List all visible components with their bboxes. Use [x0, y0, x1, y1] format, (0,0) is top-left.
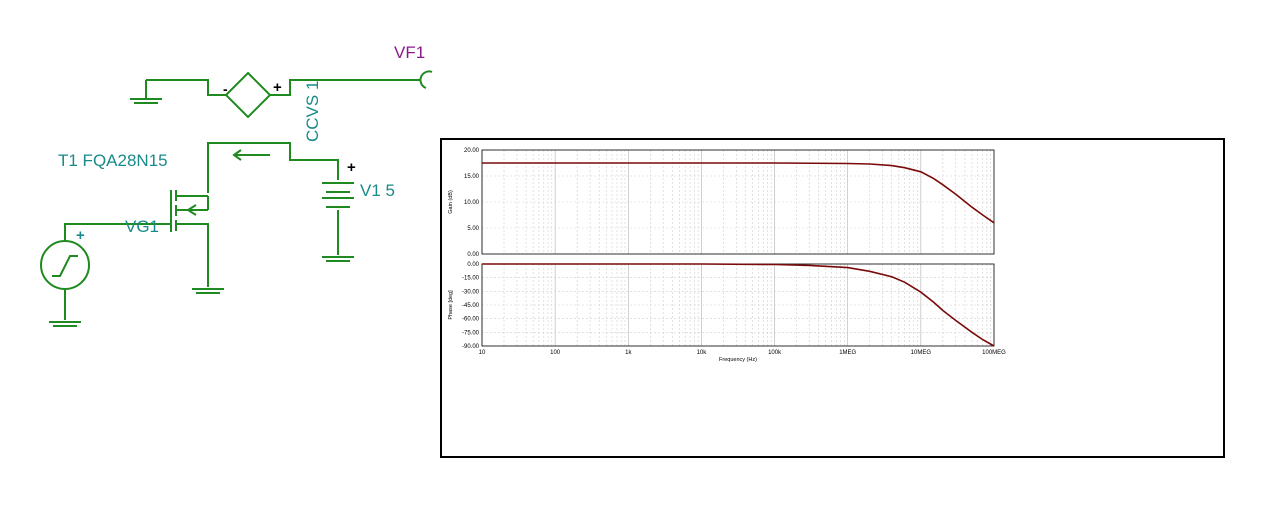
x-tick-label: 100k — [768, 350, 782, 356]
y-tick-label: -30.00 — [462, 289, 480, 295]
wire-ccvs-vf1 — [270, 79, 420, 96]
bode-plot-frame: 0.00 5.00 10.00 15.00 20.00 Gain (dB) 0.00 -15… — [440, 138, 1225, 458]
y-tick-label: 15.00 — [464, 174, 480, 180]
v1-battery — [322, 182, 354, 208]
mosfet-arrow — [186, 204, 197, 216]
x-tick-label: 10MEG — [911, 350, 932, 356]
vf1-probe — [419, 70, 433, 89]
x-axis-label: Frequency (Hz) — [719, 357, 757, 363]
x-tick-label: 100 — [550, 350, 561, 356]
y-tick-label: 0.00 — [467, 252, 479, 258]
x-tick-label: 1MEG — [839, 350, 856, 356]
gain-panel: 0.00 5.00 10.00 15.00 20.00 Gain (dB) — [448, 148, 995, 258]
x-tick-label: 10 — [479, 350, 486, 356]
circuit-schematic: VF1 CCVS 1 T1 FQA28N15 V1 5 VG1 + - + + — [40, 43, 433, 327]
y-tick-label: 10.00 — [464, 200, 480, 206]
ccvs-plus: + — [273, 79, 282, 96]
ccvs-diamond — [224, 71, 272, 119]
y-tick-label: -45.00 — [462, 303, 480, 309]
y-tick-label: -90.00 — [462, 344, 480, 350]
ground-v1 — [322, 256, 354, 262]
y-axis-label: Gain (dB) — [448, 190, 454, 214]
y-axis-label: Phase [deg] — [448, 290, 454, 320]
wire-gate — [64, 223, 171, 241]
x-tick-label: 10k — [697, 350, 708, 356]
wire-ccvs-ground — [146, 79, 226, 96]
mosfet-t1 — [170, 190, 209, 260]
y-tick-label: -60.00 — [462, 317, 480, 323]
y-tick-label: -15.00 — [462, 276, 480, 282]
v1-plus: + — [347, 159, 356, 176]
gain-series-line — [482, 162, 995, 224]
ccvs-minus: - — [223, 81, 228, 97]
ccvs-label: CCVS 1 — [303, 81, 322, 142]
plot-area — [481, 149, 995, 255]
vg1-plus: + — [76, 227, 85, 244]
x-tick-label: 100MEG — [982, 350, 1006, 356]
wire-drain-v1 — [207, 142, 339, 193]
vg1-label: VG1 — [125, 217, 159, 236]
y-tick-label: 5.00 — [467, 226, 479, 232]
t1-label: T1 FQA28N15 — [58, 151, 168, 170]
v1-label: V1 5 — [360, 181, 395, 200]
phase-series-line — [482, 263, 995, 347]
y-tick-label: -75.00 — [462, 330, 480, 336]
x-tick-label: 1k — [625, 350, 632, 356]
vg1-step-symbol — [52, 255, 78, 277]
y-tick-label: 20.00 — [464, 148, 480, 154]
current-arrow — [232, 149, 270, 161]
ground-mosfet — [192, 260, 224, 294]
ground-ccvs — [130, 80, 162, 104]
phase-panel: 0.00 -15.00 -30.00 -45.00 -60.00 -75.00 -90.00… — [448, 262, 1006, 363]
bode-plot: 0.00 5.00 10.00 15.00 20.00 Gain (dB) 0.00 -15… — [448, 148, 1006, 363]
wire-vg1-ground — [49, 289, 81, 327]
y-tick-label: 0.00 — [467, 262, 479, 268]
vf1-label: VF1 — [394, 43, 425, 62]
